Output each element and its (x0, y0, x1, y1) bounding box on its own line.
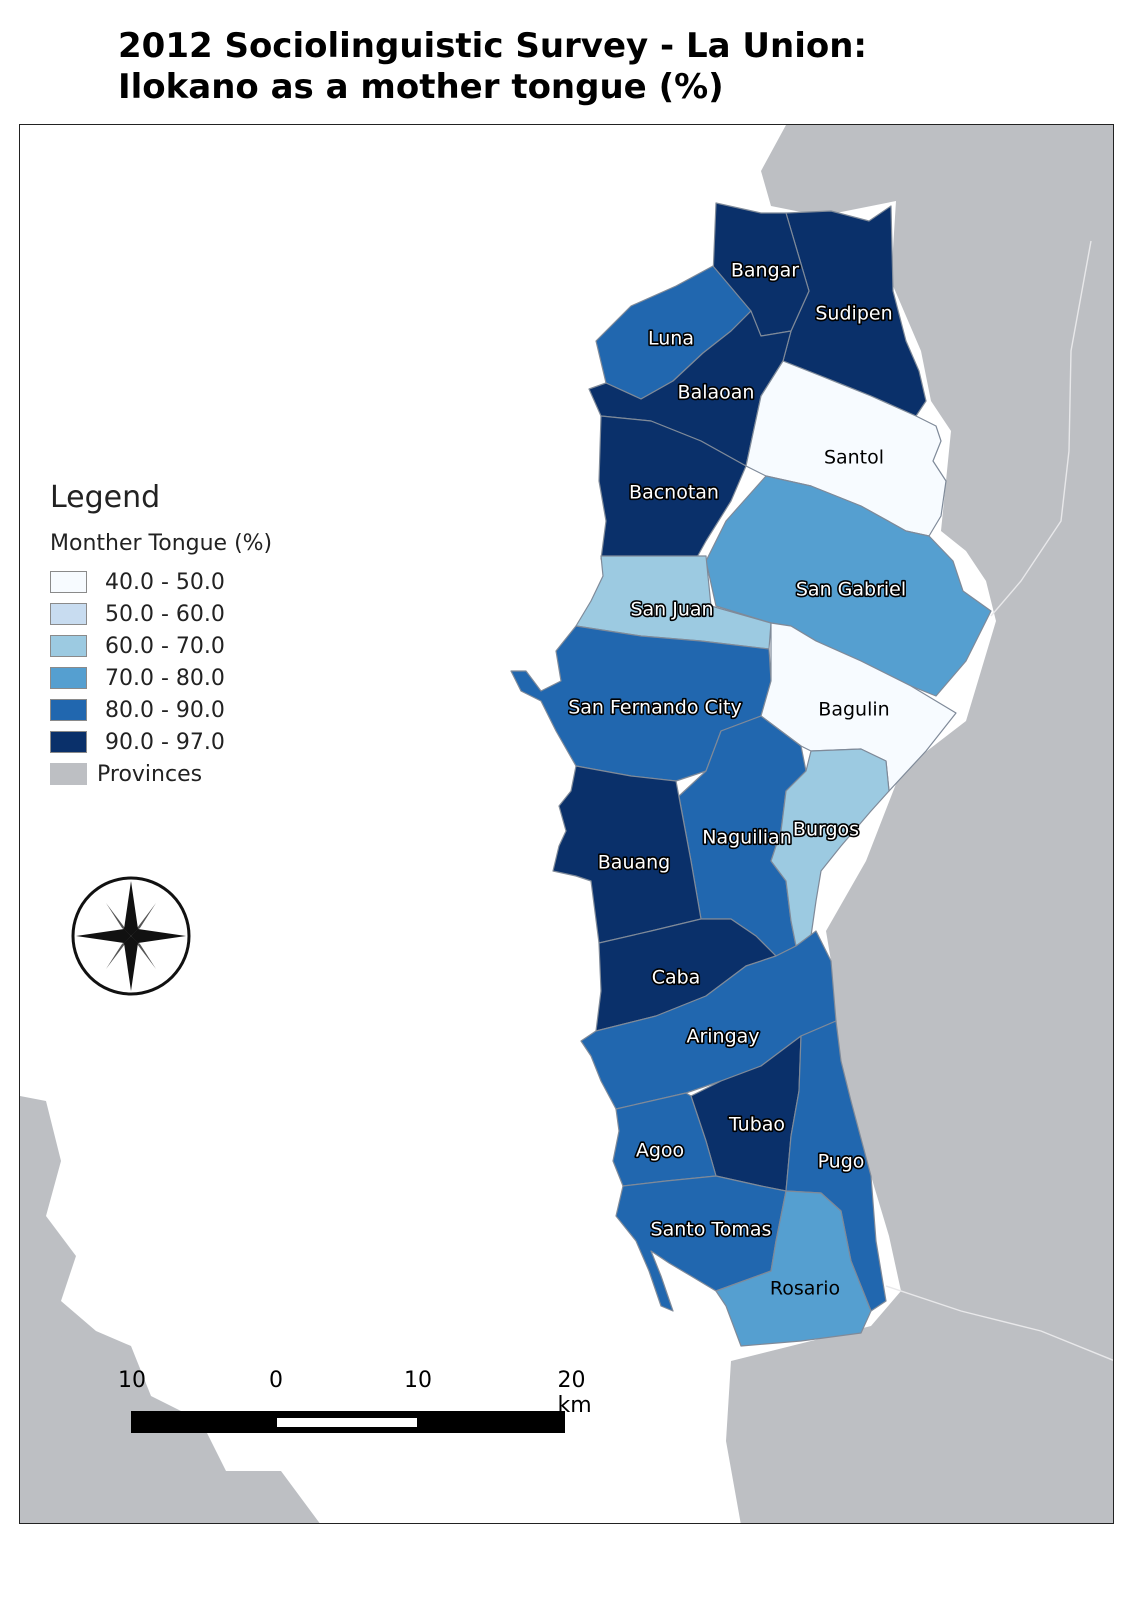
municipality-rosario[interactable] (715, 1190, 872, 1347)
map-title: 2012 Sociolinguistic Survey - La Union: … (118, 26, 867, 108)
legend-label: 40.0 - 50.0 (105, 569, 225, 595)
label-bagulin: Bagulin (818, 699, 889, 721)
label-luna: Luna (648, 328, 694, 350)
label-balaoan: Balaoan (678, 382, 755, 404)
scale-tick-0: 10 (118, 1368, 146, 1393)
label-tubao: Tubao (728, 1114, 785, 1136)
municipality-bacnotan[interactable] (598, 415, 747, 560)
label-bangar: Bangar (731, 260, 799, 282)
legend-label: 70.0 - 80.0 (105, 665, 225, 691)
legend-row: 80.0 - 90.0 (50, 694, 310, 726)
legend-row: 60.0 - 70.0 (50, 630, 310, 662)
municipality-bauang[interactable] (552, 765, 702, 944)
legend-swatch (50, 699, 87, 721)
map-title-line1: 2012 Sociolinguistic Survey - La Union: (118, 26, 868, 66)
legend-swatch (50, 731, 87, 753)
label-rosario: Rosario (770, 1278, 840, 1300)
label-pugo: Pugo (818, 1151, 865, 1173)
legend-label: 50.0 - 60.0 (105, 601, 225, 627)
legend-label-provinces: Provinces (97, 761, 203, 787)
label-bauang: Bauang (598, 852, 670, 874)
province-borders (885, 240, 1113, 1361)
legend-swatch-provinces (50, 763, 87, 785)
province-east (726, 125, 1113, 1523)
label-bacnotan: Bacnotan (629, 482, 719, 504)
scale-bar: 10 0 10 20 km (105, 1368, 625, 1433)
province-west (20, 1096, 320, 1523)
label-sudipen: Sudipen (815, 303, 892, 325)
legend-label: 80.0 - 90.0 (105, 697, 225, 723)
legend-label: 90.0 - 97.0 (105, 729, 225, 755)
map-canvas[interactable]: Bangar Sudipen Luna Balaoan Santol Bacno… (20, 125, 1114, 1524)
legend-swatch (50, 667, 87, 689)
legend-row: 50.0 - 60.0 (50, 598, 310, 630)
legend-row: 40.0 - 50.0 (50, 566, 310, 598)
legend-title: Legend (50, 480, 161, 515)
municipality-san-gabriel[interactable] (705, 475, 992, 697)
legend-label: 60.0 - 70.0 (105, 633, 225, 659)
legend-row-provinces: Provinces (50, 758, 310, 790)
label-aringay: Aringay (686, 1026, 759, 1048)
scale-bar-segment-white (277, 1418, 417, 1427)
legend: Legend Monther Tongue (%) 40.0 - 50.0 50.… (50, 480, 310, 790)
map-title-line2: Ilokano as a mother tongue (%) (118, 67, 724, 107)
municipalities-layer (510, 202, 992, 1347)
label-santo-tomas: Santo Tomas (651, 1219, 772, 1241)
municipality-santo-tomas[interactable] (615, 1175, 787, 1312)
legend-swatch (50, 603, 87, 625)
scale-tick-1: 0 (269, 1368, 283, 1393)
label-agoo: Agoo (636, 1140, 684, 1162)
label-san-fernando-city: San Fernando City (568, 697, 742, 719)
legend-row: 70.0 - 80.0 (50, 662, 310, 694)
legend-swatch (50, 635, 87, 657)
municipality-labels: Bangar Sudipen Luna Balaoan Santol Bacno… (567, 258, 908, 1300)
label-san-gabriel: San Gabriel (796, 579, 906, 601)
scale-tick-2: 10 (404, 1368, 432, 1393)
legend-swatch (50, 571, 87, 593)
municipality-santol[interactable] (745, 360, 947, 537)
legend-subtitle: Monther Tongue (%) (50, 531, 273, 556)
legend-row: 90.0 - 97.0 (50, 726, 310, 758)
label-caba: Caba (652, 967, 701, 989)
island (39, 1331, 79, 1373)
compass-rose-icon (71, 876, 191, 996)
map-frame[interactable]: Bangar Sudipen Luna Balaoan Santol Bacno… (19, 124, 1114, 1524)
label-santol: Santol (824, 447, 884, 469)
label-san-juan: San Juan (630, 599, 713, 621)
label-naguilian: Naguilian (702, 827, 791, 849)
provinces-layer (20, 125, 1113, 1523)
label-burgos: Burgos (793, 819, 859, 841)
municipality-aringay[interactable] (580, 930, 837, 1110)
legend-classes: 40.0 - 50.0 50.0 - 60.0 60.0 - 70.0 70.0 - … (50, 566, 310, 758)
